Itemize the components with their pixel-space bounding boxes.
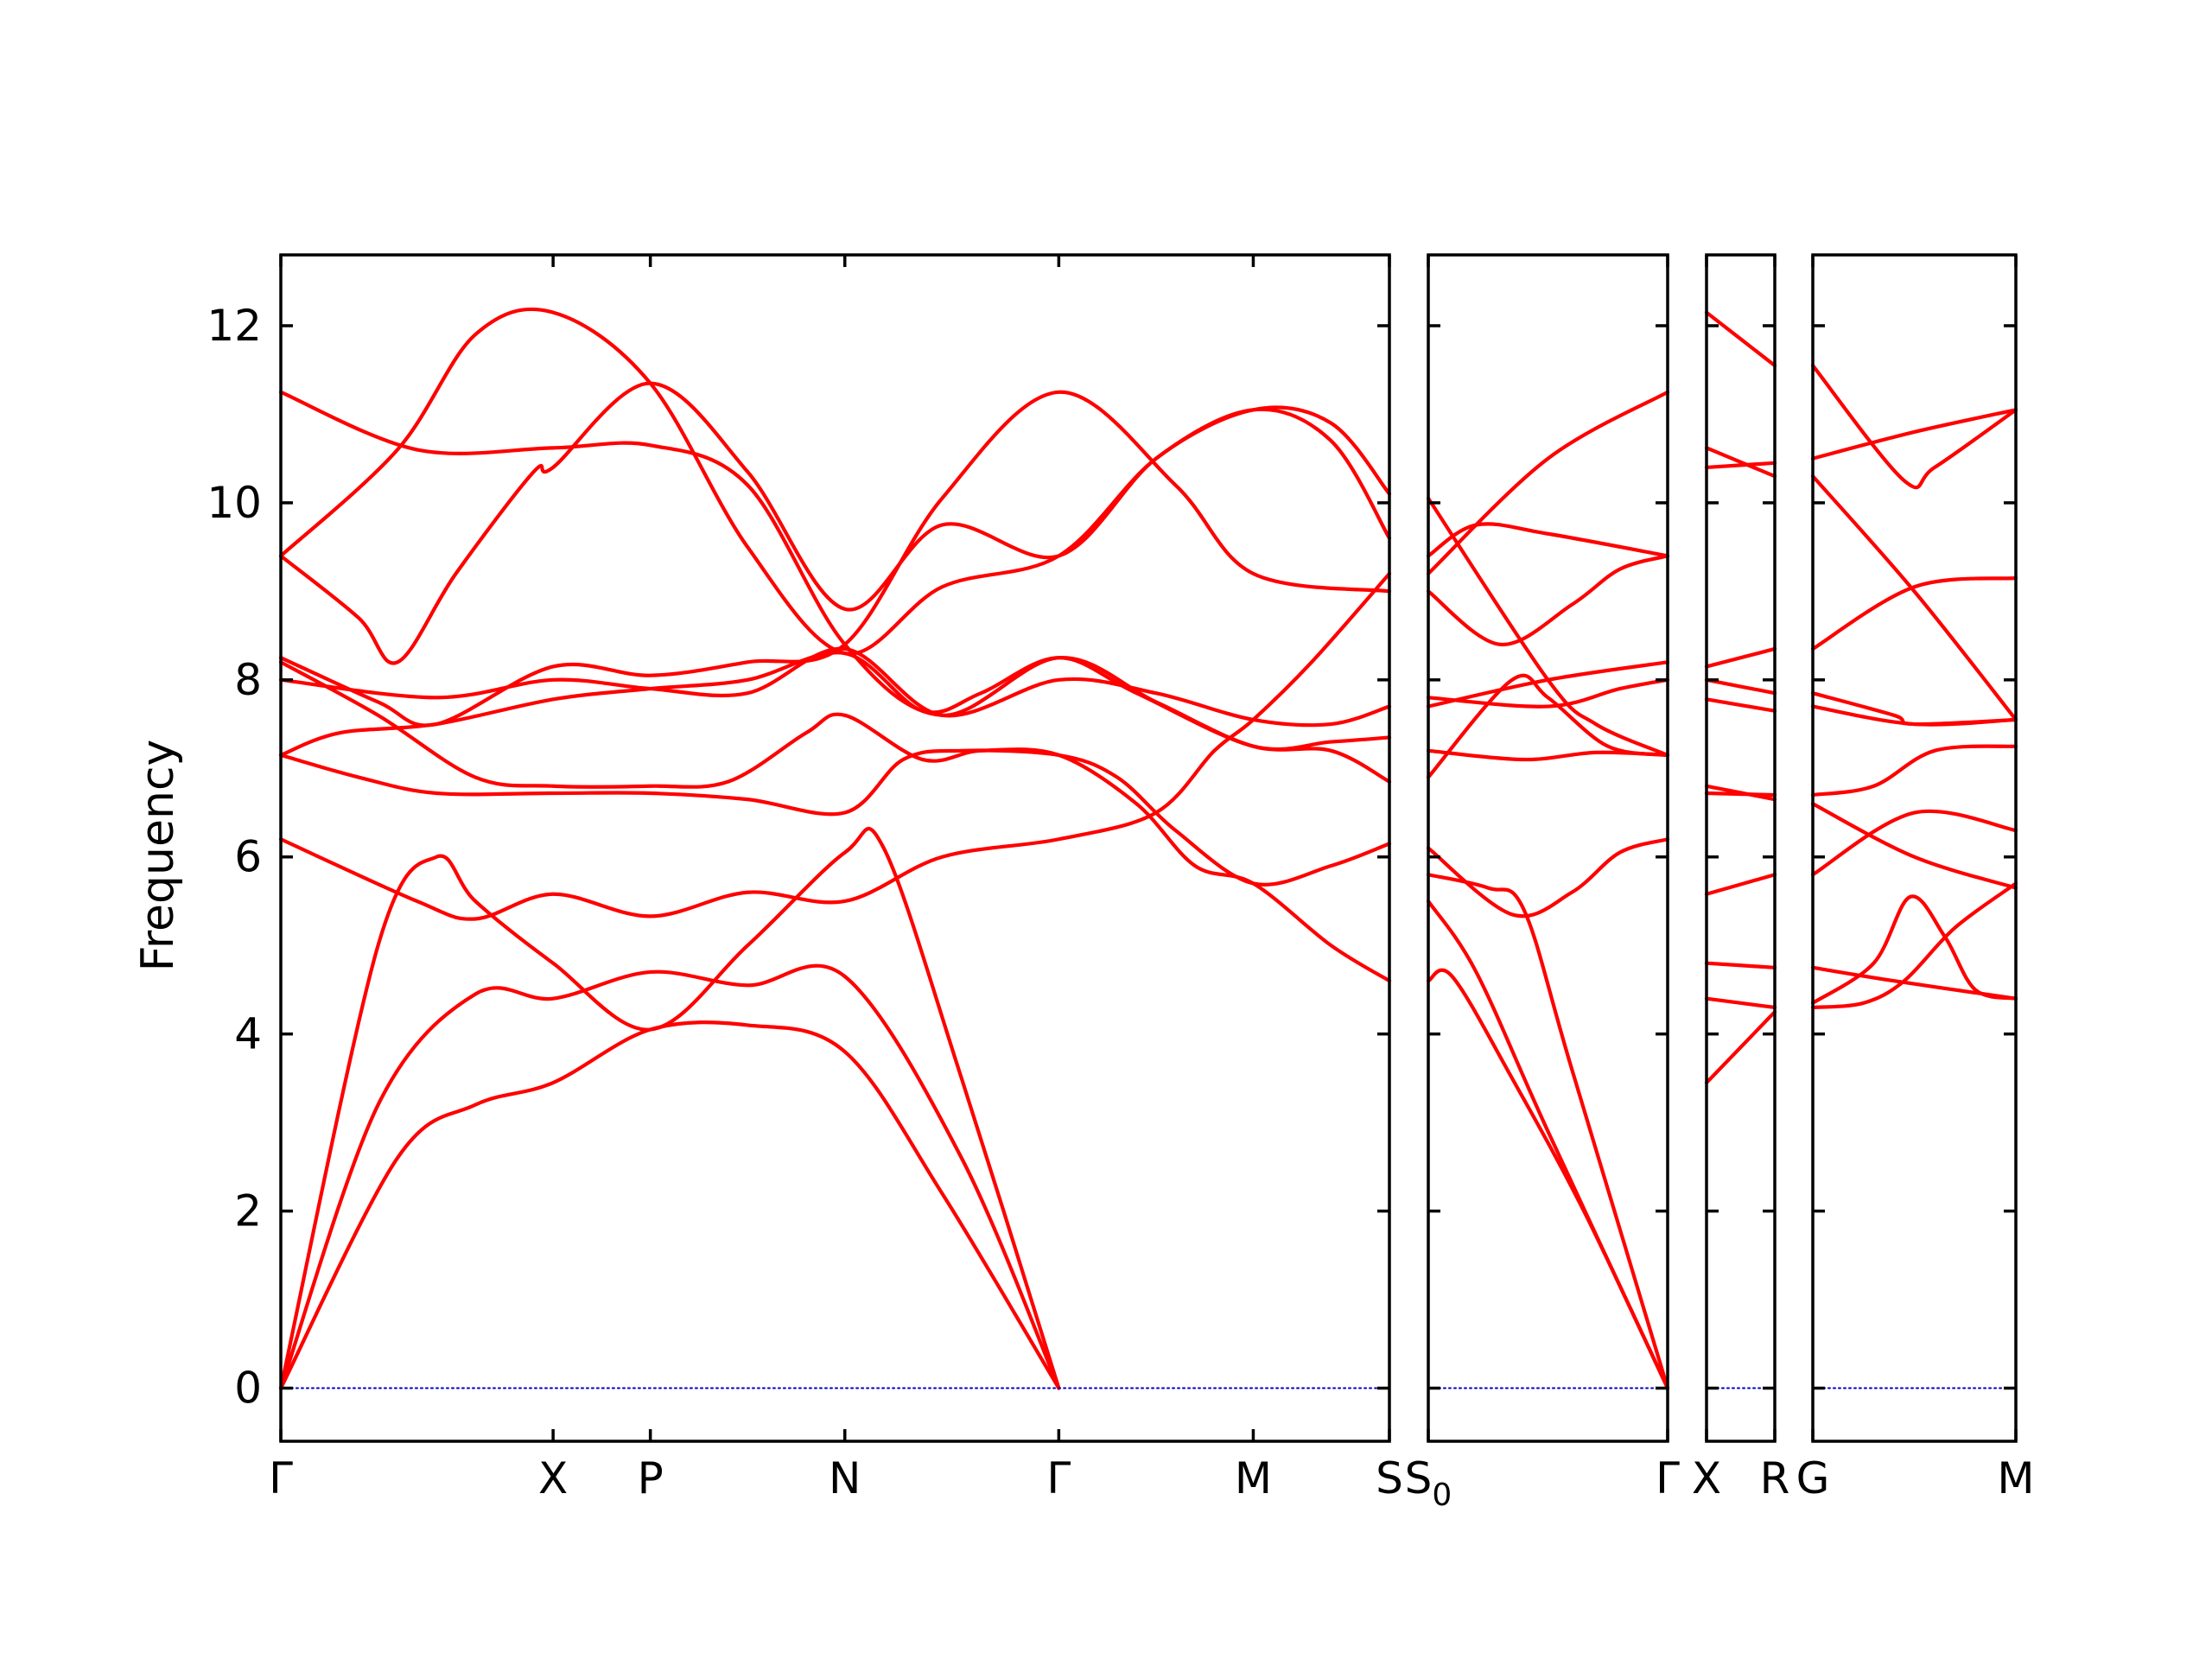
x-tick-label: G xyxy=(1796,1453,1830,1503)
phonon-band-8 xyxy=(278,646,1392,728)
phonon-band-8 xyxy=(1810,691,2018,727)
phonon-band-6 xyxy=(1426,748,1670,762)
x-tick-label: S0 xyxy=(1405,1453,1452,1513)
phonon-band-4 xyxy=(1810,809,2018,877)
panel-frame xyxy=(1427,253,1669,1443)
phonon-band-11 xyxy=(1704,446,1777,479)
y-tick-label: 4 xyxy=(234,1009,262,1059)
x-tick-label: S xyxy=(1376,1453,1403,1503)
phonon-band-10 xyxy=(1810,474,2018,722)
x-tick-label: R xyxy=(1760,1453,1790,1503)
panel-frame xyxy=(279,253,1391,1443)
x-tick-label: Γ xyxy=(1046,1453,1071,1503)
phonon-band-5 xyxy=(1426,673,1670,779)
phonon-band-12 xyxy=(1426,496,1670,758)
phonon-band-11 xyxy=(1426,390,1670,575)
y-tick-label: 10 xyxy=(207,478,262,528)
phonon-band-12 xyxy=(1810,363,2018,490)
phonon-band-1 xyxy=(1426,968,1670,1390)
y-axis-ticks: 0 2 4 6 8 10 12 xyxy=(207,301,262,1414)
band-panel-2: S0 Γ xyxy=(1405,253,1680,1513)
y-tick-label: 12 xyxy=(207,301,262,351)
phonon-band-3 xyxy=(1810,965,2018,1001)
phonon-band-3 xyxy=(1426,873,1670,1390)
phonon-band-6 xyxy=(278,660,1392,983)
phonon-band-1 xyxy=(1810,881,2018,1010)
x-tick-label: Γ xyxy=(269,1453,293,1503)
phonon-band-2 xyxy=(1426,899,1670,1390)
phonon-band-12 xyxy=(1704,310,1777,368)
y-axis-label: Frequency xyxy=(132,740,184,972)
x-tick-label: M xyxy=(1997,1453,2034,1503)
phonon-band-4 xyxy=(1704,873,1777,896)
phonon-band-3 xyxy=(1704,961,1777,969)
phonon-band-4 xyxy=(1426,837,1670,918)
phonon-band-2 xyxy=(1810,894,2018,1005)
phonon-band-9 xyxy=(1426,554,1670,646)
y-tick-label: 0 xyxy=(234,1363,262,1414)
phonon-band-4 xyxy=(278,571,1392,921)
x-tick-label: P xyxy=(638,1453,664,1503)
phonon-band-2 xyxy=(278,963,1061,1390)
panel-frame xyxy=(1705,253,1777,1443)
phonon-band-6 xyxy=(1704,791,1777,798)
x-tick-label: X xyxy=(1692,1453,1721,1503)
x-tick-label: X xyxy=(538,1453,568,1503)
phonon-band-10 xyxy=(278,307,1392,656)
phonon-band-11 xyxy=(1810,408,2018,461)
phonon-band-10 xyxy=(1704,461,1777,470)
phonon-band-9 xyxy=(278,381,1392,665)
y-tick-label: 8 xyxy=(234,655,262,705)
phonon-band-8 xyxy=(1426,677,1670,709)
phonon-band-2 xyxy=(1704,996,1777,1010)
x-tick-label: N xyxy=(829,1453,861,1503)
phonon-band-8 xyxy=(1704,677,1777,696)
y-tick-label: 6 xyxy=(234,832,262,882)
phonon-band-7 xyxy=(1704,697,1777,713)
phonon-band-5 xyxy=(1810,802,2018,890)
phonon-band-9 xyxy=(1704,646,1777,669)
phonon-band-7 xyxy=(278,651,1392,758)
chart-panels: Γ X P N Γ M S S0 Γ X R G M xyxy=(269,253,2035,1513)
phonon-band-1 xyxy=(1704,1009,1777,1085)
x-tick-label: Γ xyxy=(1656,1453,1680,1503)
phonon-band-6 xyxy=(1810,744,2018,798)
phonon-band-3 xyxy=(278,826,1061,1390)
phonon-band-9 xyxy=(1810,575,2018,652)
phonon-band-5 xyxy=(278,748,1392,887)
x-tick-label: M xyxy=(1235,1453,1272,1503)
panel-frame xyxy=(1811,253,2018,1443)
phonon-band-11 xyxy=(278,390,1392,784)
phonon-band-12 xyxy=(278,390,1392,728)
phonon-band-1 xyxy=(278,1020,1061,1390)
y-tick-label: 2 xyxy=(234,1186,262,1236)
